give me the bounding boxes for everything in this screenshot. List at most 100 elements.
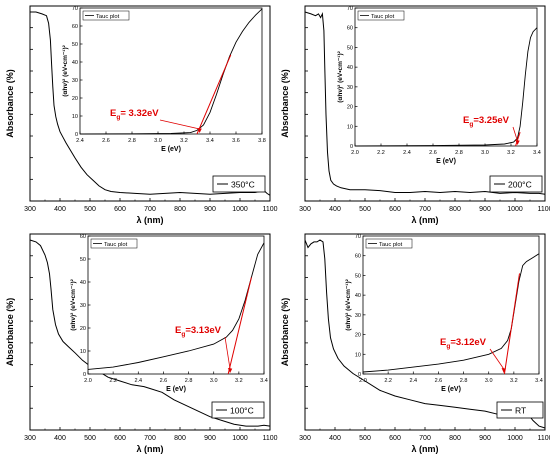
inset-x-tick-label: 2.4 <box>403 150 411 156</box>
inset-x-tick-label: 3.0 <box>210 378 218 384</box>
band-gap-arrow-line <box>224 336 231 370</box>
band-gap-value: =3.25eV <box>473 115 509 126</box>
inset-frame <box>362 235 540 375</box>
inset-x-tick-label: 2.8 <box>460 378 468 384</box>
inset-y-tick-label: 50 <box>72 42 78 48</box>
inset-x-tick-label: 3.6 <box>232 138 240 144</box>
sample-label: 100°C <box>230 406 254 416</box>
inset-x-tick-label: 2.0 <box>351 150 359 156</box>
inset-tauc-plot: 2.0 2.2 2.4 2.6 2.8 3.0 3.2 3.4 0 10 20 30 40 50 60 E (… <box>70 234 268 393</box>
inset-y-tick-label: 20 <box>72 96 78 102</box>
x-tick-label: 600 <box>389 435 401 442</box>
x-tick-label: 300 <box>24 435 36 442</box>
inset-x-tick-label: 3.4 <box>535 378 543 384</box>
linear-fit-line <box>503 273 521 375</box>
inset-y-tick-label: 20 <box>347 105 353 111</box>
inset-tauc-plot: 2.0 2.2 2.4 2.6 2.8 3.0 3.2 3.4 0 10 20 30 40 50 60 70 E… <box>345 234 543 393</box>
inset-x-tick-label: 3.0 <box>154 138 162 144</box>
inset-x-tick-label: 3.2 <box>235 378 243 384</box>
x-tick-label: 300 <box>299 206 311 213</box>
sample-legend-box <box>489 175 543 193</box>
band-gap-arrow-line <box>159 119 200 130</box>
inset-x-axis-title: E (eV) <box>161 146 181 153</box>
x-tick-label: 800 <box>174 206 186 213</box>
x-tick-label: 400 <box>54 435 66 442</box>
sample-legend-box <box>212 175 266 193</box>
x-tick-label: 800 <box>449 206 461 213</box>
inset-frame <box>87 235 265 375</box>
inset-x-tick-label: 2.6 <box>435 378 443 384</box>
inset-y-tick-label: 10 <box>72 114 78 120</box>
inset-y-tick-label: 50 <box>355 273 361 279</box>
linear-fit-line <box>196 54 232 135</box>
inset-x-tick-label: 2.6 <box>102 138 110 144</box>
linear-fit-line <box>227 277 252 375</box>
inset-x-tick-label: 2.4 <box>409 378 417 384</box>
inset-y-tick-label: 40 <box>72 60 78 66</box>
band-gap-arrow-line <box>489 348 505 370</box>
x-tick-label: 1000 <box>232 206 248 213</box>
inset-x-tick-label: 2.4 <box>134 378 142 384</box>
band-gap-subscript: g <box>116 114 120 121</box>
inset-y-tick-label: 0 <box>350 144 353 150</box>
inset-x-tick-label: 2.2 <box>384 378 392 384</box>
main-y-axis-title: Absorbance (%) <box>280 69 290 138</box>
inset-y-tick-label: 70 <box>72 6 78 12</box>
inset-x-tick-label: 3.2 <box>510 378 518 384</box>
x-tick-label: 1000 <box>507 206 523 213</box>
band-gap-label: Eg= 3.32eV <box>110 108 159 121</box>
inset-y-axis-title: (αhν)² (eV•cm⁻¹)² <box>345 278 352 330</box>
band-gap-symbol: E <box>110 108 116 119</box>
x-tick-label: 1000 <box>507 435 523 442</box>
inset-y-tick-label: 30 <box>355 313 361 319</box>
x-tick-label: 900 <box>479 206 491 213</box>
inset-x-tick-label: 2.6 <box>429 150 437 156</box>
inset-y-tick-label: 60 <box>72 24 78 30</box>
x-tick-label: 500 <box>84 435 96 442</box>
x-tick-label: 500 <box>359 206 371 213</box>
x-tick-label: 400 <box>54 206 66 213</box>
band-gap-label: Eg=3.25eV <box>463 115 510 128</box>
main-x-axis-title: λ (nm) <box>412 444 439 454</box>
inset-legend-label: Tauc plot <box>96 14 120 20</box>
inset-y-tick-label: 10 <box>347 124 353 130</box>
inset-y-tick-label: 0 <box>358 372 361 378</box>
tauc-curve <box>362 253 540 373</box>
x-tick-label: 800 <box>174 435 186 442</box>
x-tick-label: 300 <box>299 435 311 442</box>
x-tick-label: 1100 <box>537 206 550 213</box>
main-y-axis-title: Absorbance (%) <box>5 69 15 138</box>
x-tick-label: 800 <box>449 435 461 442</box>
inset-frame <box>79 7 263 135</box>
inset-frame <box>354 7 538 147</box>
inset-y-tick-label: 60 <box>80 234 86 240</box>
inset-x-tick-label: 2.0 <box>84 378 92 384</box>
band-gap-subscript: g <box>469 121 473 128</box>
inset-legend-label: Tauc plot <box>379 242 403 248</box>
inset-x-axis-title: E (eV) <box>441 386 461 393</box>
x-tick-label: 400 <box>329 206 341 213</box>
inset-y-tick-label: 10 <box>80 349 86 355</box>
inset-y-tick-label: 70 <box>355 234 361 240</box>
inset-x-tick-label: 2.6 <box>160 378 168 384</box>
inset-y-tick-label: 10 <box>355 352 361 358</box>
band-gap-arrowhead <box>197 128 202 133</box>
inset-y-tick-label: 20 <box>355 333 361 339</box>
inset-y-tick-label: 60 <box>355 254 361 260</box>
inset-x-axis-title: E (eV) <box>166 386 186 393</box>
inset-x-tick-label: 3.4 <box>533 150 541 156</box>
inset-x-tick-label: 3.0 <box>481 150 489 156</box>
x-tick-label: 900 <box>204 206 216 213</box>
sample-label: 350°C <box>231 180 255 190</box>
inset-y-tick-label: 40 <box>347 65 353 71</box>
x-tick-label: 500 <box>359 435 371 442</box>
inset-legend-label: Tauc plot <box>104 242 128 248</box>
inset-x-tick-label: 3.0 <box>485 378 493 384</box>
band-gap-value: =3.13eV <box>185 325 221 336</box>
band-gap-arrowhead <box>501 368 506 373</box>
band-gap-symbol: E <box>440 337 446 348</box>
